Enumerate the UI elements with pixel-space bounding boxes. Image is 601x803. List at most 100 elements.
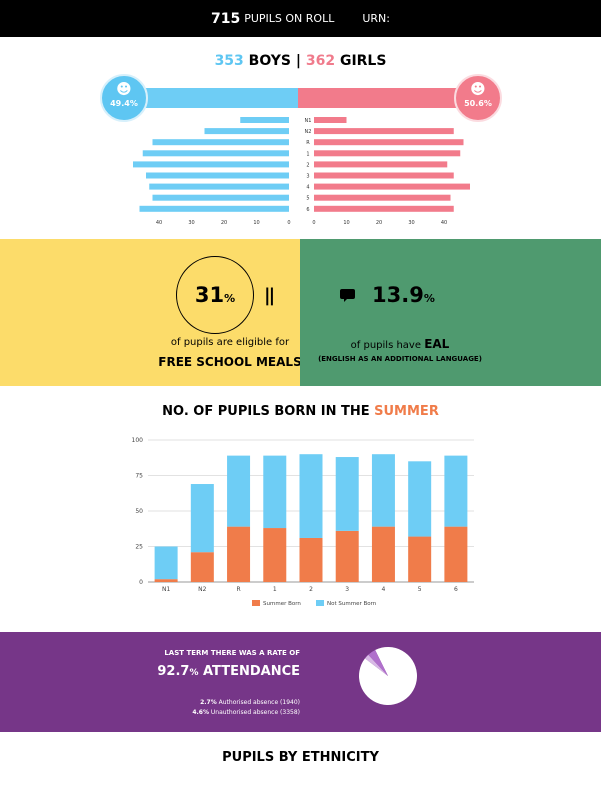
- girls-bar-N2: [314, 128, 454, 135]
- pyramid-tick-right: 30: [408, 220, 414, 226]
- pupils-count: 715: [211, 10, 241, 27]
- pyramid-tick-left: 20: [221, 220, 227, 226]
- summer-x-tick: N2: [198, 586, 206, 593]
- fsm-unit: %: [224, 292, 236, 305]
- gender-separator: |: [295, 53, 301, 69]
- summer-y-tick: 0: [139, 579, 143, 586]
- attendance-section: LAST TERM THERE WAS A RATE OF 92.7% ATTE…: [0, 632, 601, 732]
- pyramid-category-label: 3: [306, 174, 309, 180]
- not-summer-born-bar-R: [227, 455, 251, 527]
- girl-icon: ☻: [470, 80, 486, 98]
- summer-born-bar-6: [444, 526, 468, 582]
- legend-label: Not Summer Born: [327, 601, 377, 607]
- girls-bar-3: [314, 172, 454, 179]
- summer-born-bar-2: [299, 537, 323, 582]
- urn-label: URN:: [362, 12, 390, 25]
- fsm-section: 31% || of pupils are eligible for FREE S…: [0, 239, 302, 386]
- girls-bar-5: [314, 194, 451, 201]
- not-summer-born-bar-2: [299, 454, 323, 538]
- girls-pct: 50.6%: [464, 99, 492, 108]
- girls-count: 362: [305, 53, 336, 69]
- girls-share-bar: [298, 88, 476, 108]
- summer-title-highlight: SUMMER: [374, 404, 439, 419]
- summer-section: NO. OF PUPILS BORN IN THE SUMMER 0 25 50 75…: [0, 386, 601, 632]
- pyramid-tick-right: 10: [343, 220, 349, 226]
- summer-born-bar-R: [227, 526, 251, 582]
- pyramid-tick-right: 40: [441, 220, 447, 226]
- pupils-label: PUPILS ON ROLL: [244, 12, 335, 25]
- pyramid-tick-left: 40: [156, 220, 162, 226]
- fsm-circle: 31%: [176, 256, 254, 334]
- eal-value-wrap: 13.9%: [372, 283, 435, 307]
- unauthorised-text: Unauthorised absence (3358): [210, 709, 300, 716]
- pie-slice-1: [364, 654, 388, 676]
- summer-born-bar-4: [371, 526, 395, 582]
- boys-bar-6: [139, 205, 289, 212]
- fsm-value: 31: [194, 283, 225, 307]
- boys-share-bar: [122, 88, 298, 108]
- summer-y-tick: 25: [135, 544, 143, 551]
- eal-value: 13.9: [372, 283, 424, 307]
- boys-pct: 49.4%: [110, 99, 138, 108]
- speech-bubble-icon: [340, 289, 355, 302]
- boy-icon: ☻: [116, 80, 132, 98]
- not-summer-born-bar-4: [371, 454, 395, 527]
- ethnicity-title: PUPILS BY ETHNICITY: [222, 750, 379, 765]
- summer-y-tick: 100: [132, 437, 144, 444]
- boys-bar-R: [152, 139, 289, 146]
- eal-text: of pupils have: [350, 340, 421, 351]
- summer-x-tick: 5: [418, 586, 422, 593]
- not-summer-born-bar-6: [444, 455, 468, 527]
- girls-bar-2: [314, 161, 448, 168]
- summer-y-tick: 50: [135, 508, 143, 515]
- summer-born-bar-3: [335, 530, 359, 582]
- attendance-rate-line: 92.7% ATTENDANCE: [150, 664, 300, 679]
- gender-title: 353 BOYS | 362 GIRLS: [0, 53, 601, 69]
- boys-bar-1: [142, 150, 289, 157]
- summer-x-tick: 2: [309, 586, 313, 593]
- authorised-text: Authorised absence (1940): [218, 699, 300, 706]
- pyramid-category-label: N2: [305, 129, 312, 135]
- attendance-intro: LAST TERM THERE WAS A RATE OF: [164, 649, 300, 657]
- summer-y-tick: 75: [135, 473, 143, 480]
- eal-sub: (ENGLISH AS AN ADDITIONAL LANGUAGE): [318, 355, 482, 363]
- pyramid-tick-right: 20: [376, 220, 382, 226]
- attendance-pie-chart: [359, 647, 417, 705]
- pyramid-tick-left: 0: [287, 220, 290, 226]
- pyramid-category-label: 4: [306, 185, 309, 191]
- not-summer-born-bar-1: [263, 455, 287, 529]
- not-summer-born-bar-3: [335, 457, 359, 531]
- boys-bar-2: [133, 161, 289, 168]
- girls-label: GIRLS: [339, 53, 387, 69]
- summer-x-tick: 4: [382, 586, 386, 593]
- age-pyramid-chart: N1 N2 R 1 2 3 4 5 6 40 30 20 10 0 0 10 20 30 40: [133, 117, 470, 226]
- summer-born-bar-N2: [190, 552, 214, 582]
- summer-born-chart: 0 25 50 75 100 N1 N2 R 1 2 3 4 5 6 Summer Born Not Summ…: [132, 437, 474, 607]
- summer-x-tick: 6: [454, 586, 458, 593]
- pyramid-category-label: 2: [306, 162, 309, 168]
- eal-section: 13.9% of pupils have EAL (ENGLISH AS AN …: [300, 239, 601, 386]
- boys-count: 353: [214, 53, 244, 69]
- eal-unit: %: [423, 292, 435, 305]
- summer-x-tick: 1: [273, 586, 277, 593]
- header-bar: 715 PUPILS ON ROLL URN:: [0, 0, 601, 37]
- pyramid-category-label: 5: [306, 196, 309, 202]
- summer-x-tick: N1: [162, 586, 170, 593]
- ethnicity-section: PUPILS BY ETHNICITY: [0, 732, 601, 803]
- legend-swatch-0: [252, 600, 260, 606]
- cutlery-icon: ||: [264, 285, 275, 306]
- summer-born-bar-5: [408, 536, 432, 582]
- summer-title: NO. OF PUPILS BORN IN THE SUMMER: [0, 404, 601, 419]
- boys-badge: ☻ 49.4%: [100, 74, 148, 122]
- legend-label: Summer Born: [263, 601, 301, 607]
- eal-text-line: of pupils have EAL: [300, 337, 500, 351]
- girls-badge: ☻ 50.6%: [454, 74, 502, 122]
- pyramid-category-label: N1: [305, 118, 312, 124]
- girls-bar-6: [314, 205, 454, 212]
- boys-label: BOYS: [248, 53, 291, 69]
- boys-bar-N1: [240, 117, 289, 123]
- attendance-rate-label: ATTENDANCE: [203, 664, 300, 679]
- authorised-pct: 2.7%: [200, 699, 217, 706]
- boys-bar-3: [146, 172, 289, 179]
- summer-title-prefix: NO. OF PUPILS BORN IN THE: [162, 404, 370, 419]
